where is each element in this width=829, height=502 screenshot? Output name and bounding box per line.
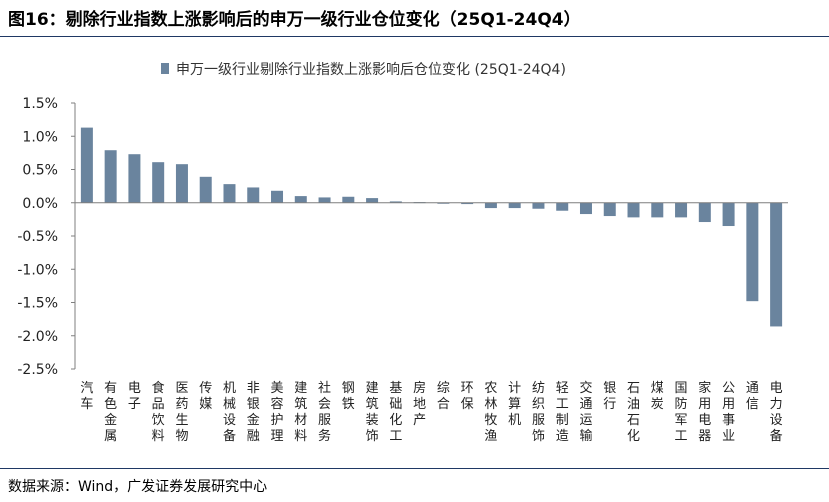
x-tick-label: 煤炭 (651, 381, 664, 412)
source-note: 数据来源：Wind，广发证券发展研究中心 (8, 479, 268, 495)
x-tick-label: 建筑装饰 (366, 381, 379, 444)
bar (770, 202, 783, 327)
y-tick-label: -1.5% (17, 296, 58, 312)
x-tick-label: 建筑材料 (294, 381, 307, 444)
x-tick-label: 综合 (437, 381, 450, 412)
x-tick-label: 家用电器 (698, 380, 711, 444)
x-tick-label: 汽车 (80, 381, 93, 412)
bar (199, 176, 212, 203)
bar (556, 202, 569, 211)
x-tick-label: 房地产 (413, 380, 426, 428)
y-tick-label: 0.0% (22, 196, 58, 212)
bar (389, 201, 402, 203)
x-tick-label: 食品饮料 (152, 380, 165, 444)
x-tick-label: 农林牧渔 (484, 381, 497, 444)
bar (366, 198, 379, 203)
y-tick-label: -2.5% (17, 362, 58, 378)
y-tick-label: -1.0% (17, 262, 58, 278)
x-tick-label: 交通运输 (579, 380, 592, 444)
bar (722, 202, 735, 227)
bar (128, 154, 141, 203)
x-tick-label: 美容护理 (271, 381, 284, 444)
legend-label: 申万一级行业剔除行业指数上涨影响后仓位变化 (25Q1-24Q4) (176, 62, 566, 78)
bar (484, 202, 497, 209)
figure-title-text: 剔除行业指数上涨影响后的申万一级行业仓位变化（25Q1-24Q4） (65, 10, 581, 30)
x-tick-label: 钢铁 (342, 381, 355, 412)
bar (532, 202, 545, 209)
bar (80, 127, 93, 203)
footer-divider (0, 468, 829, 469)
bar (698, 202, 711, 223)
bar-chart: 申万一级行业剔除行业指数上涨影响后仓位变化 (25Q1-24Q4) 1.5% 1.0… (17, 62, 788, 444)
bar (603, 202, 616, 217)
bar (294, 196, 307, 203)
y-tick-label: -2.0% (17, 329, 58, 345)
figure-title: 图16：剔除行业指数上涨影响后的申万一级行业仓位变化（25Q1-24Q4） (8, 6, 581, 34)
x-tick-label: 计算机 (508, 381, 521, 428)
bar (271, 190, 284, 203)
bar (247, 187, 260, 203)
bar (579, 202, 592, 215)
x-tick-label: 非银金融 (247, 381, 260, 444)
bar (342, 196, 355, 203)
x-tick-label: 机械设备 (223, 381, 236, 444)
x-tick-label: 医药生物 (175, 381, 188, 444)
bar (627, 202, 640, 218)
bar (318, 197, 331, 203)
bar (651, 202, 664, 218)
bar (152, 162, 165, 203)
bar (104, 150, 117, 203)
x-tick-label: 国防军工 (675, 381, 688, 444)
x-tick-label: 社会服务 (318, 380, 331, 444)
y-tick-label: 1.5% (22, 96, 58, 112)
x-tick-label: 有色金属 (104, 381, 117, 444)
x-tick-label: 环保 (461, 381, 474, 412)
x-tick-label: 轻工制造 (556, 381, 569, 444)
title-divider (0, 36, 829, 37)
x-tick-label: 通信 (746, 381, 759, 412)
legend-swatch (161, 63, 169, 74)
y-tick-label: 1.0% (22, 129, 58, 145)
bar (675, 202, 688, 218)
x-tick-label: 电子 (128, 381, 141, 412)
x-tick-label: 银行 (603, 381, 616, 412)
bar (223, 184, 236, 203)
x-tick-label: 传媒 (199, 381, 212, 412)
x-tick-label: 纺织服饰 (532, 381, 545, 444)
x-tick-label: 石油石化 (627, 381, 640, 444)
bar (746, 202, 759, 302)
x-tick-label: 电力设备 (770, 381, 783, 444)
y-tick-label: 0.5% (22, 163, 58, 179)
bar (461, 202, 474, 205)
bar (508, 202, 521, 209)
y-tick-label: -0.5% (17, 229, 58, 245)
x-tick-label: 公用事业 (722, 381, 735, 444)
figure-label: 图16： (8, 10, 66, 30)
bar (175, 164, 188, 203)
x-tick-label: 基础化工 (389, 381, 402, 444)
